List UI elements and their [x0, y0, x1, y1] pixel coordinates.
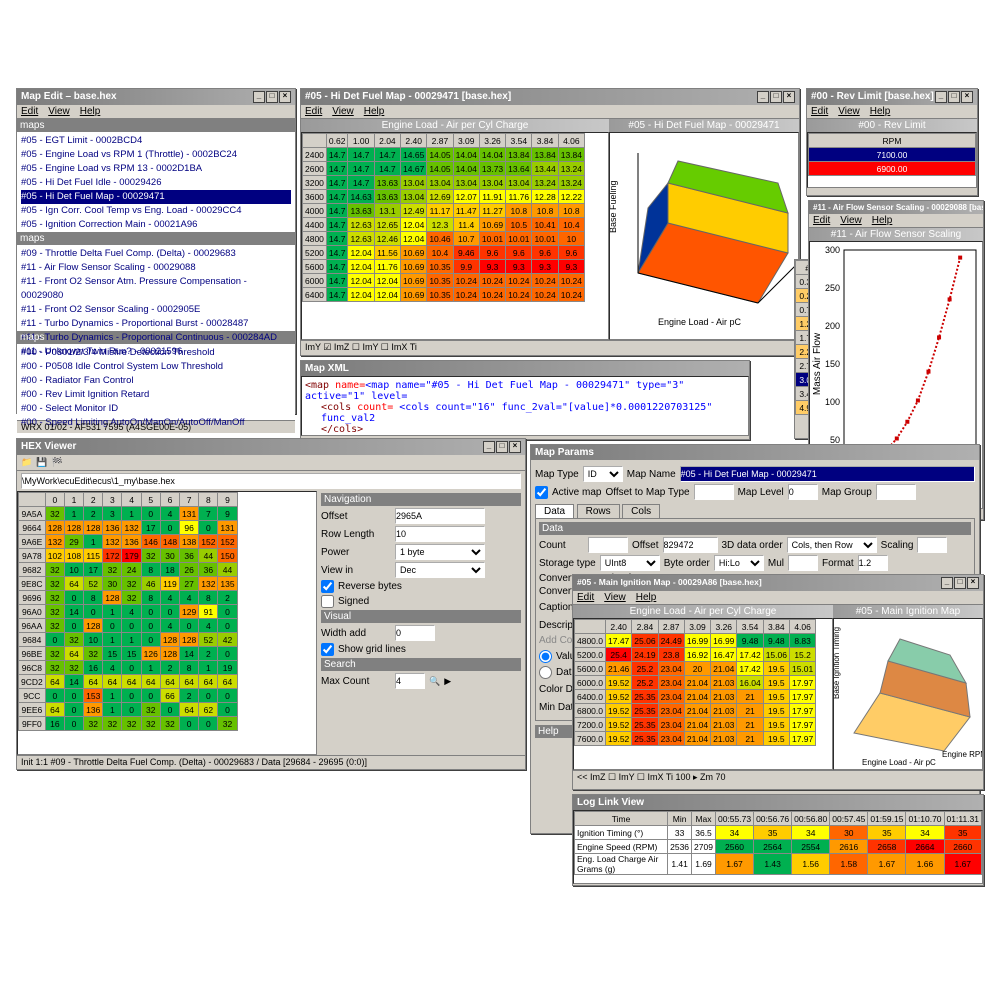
map-item[interactable]: #11 - Front O2 Sensor Atm. Pressure Comp…: [21, 275, 291, 303]
group-maps-2: maps: [17, 232, 295, 245]
svg-text:Engine Load - Air pC: Engine Load - Air pC: [658, 317, 742, 327]
map-list-top[interactable]: #05 - EGT Limit - 0002BCD4#05 - Engine L…: [17, 132, 295, 232]
svg-text:200: 200: [825, 321, 840, 331]
group-maps: maps: [17, 119, 295, 132]
activemap-check[interactable]: [535, 486, 548, 499]
widthadd-input[interactable]: [395, 625, 435, 641]
open-icon[interactable]: 📁: [21, 457, 32, 468]
signed-check[interactable]: [321, 595, 334, 608]
xml-view[interactable]: <map name=<map name="#05 - Hi Det Fuel M…: [301, 376, 749, 436]
map-editor-window[interactable]: Map Edit – base.hex _□× EditViewHelp maps…: [16, 88, 296, 414]
map-item[interactable]: #05 - Ignition Correction Main - 00021A9…: [21, 218, 291, 232]
svg-text:250: 250: [825, 283, 840, 293]
map-item[interactable]: #11 - Turbo Dynamics - Proportional Burs…: [21, 317, 291, 331]
max-icon[interactable]: □: [770, 91, 782, 103]
max-icon[interactable]: □: [266, 91, 278, 103]
map-list-bot[interactable]: #00 - P0301/2/3/4 Misfire Detection Thre…: [17, 344, 295, 420]
mapname-input[interactable]: [680, 466, 975, 482]
map-editor-title[interactable]: Map Edit – base.hex _□×: [17, 89, 295, 105]
statusbar: WRX 01/02 - AF531 7595 (A4SGE00E-05): [17, 420, 295, 433]
svg-text:Engine RPM: Engine RPM: [942, 750, 983, 759]
revlimit-window[interactable]: #00 - Rev Limit [base.hex]_□× EditViewHe…: [806, 88, 978, 196]
dataincrement-radio[interactable]: [539, 666, 552, 679]
map-item[interactable]: #11 - Air Flow Sensor Scaling - 00029088: [21, 261, 291, 275]
map-item[interactable]: #05 - EGT Limit - 0002BCD4: [21, 134, 291, 148]
map-list-mid[interactable]: #09 - Throttle Delta Fuel Comp. (Delta) …: [17, 245, 295, 331]
subhead-r: #05 - Hi Det Fuel Map - 00029471: [609, 119, 799, 132]
hex-heatmap[interactable]: 01234567899A5A32123104131799664128128128…: [18, 492, 238, 731]
title-text: Map Edit – base.hex: [21, 91, 117, 103]
svg-text:Base Ignition Timing: Base Ignition Timing: [834, 627, 841, 699]
close-icon[interactable]: ×: [783, 91, 795, 103]
viewin-select[interactable]: Dec: [395, 562, 485, 578]
map-item[interactable]: #11 - Front O2 Sensor Scaling - 0002905E: [21, 303, 291, 317]
tab-data[interactable]: Data: [535, 504, 574, 518]
subhead: Engine Load - Air per Cyl Charge: [301, 119, 609, 132]
min-icon[interactable]: _: [253, 91, 265, 103]
ignmap-window[interactable]: #05 - Main Ignition Map - 00029A86 [base…: [572, 574, 984, 790]
flag-icon: 🏁: [51, 457, 62, 468]
grid-check[interactable]: [321, 643, 334, 656]
map-item[interactable]: #00 - P0508 Idle Control System Low Thre…: [21, 360, 291, 374]
map-item[interactable]: #05 - Engine Load vs RPM 1 (Throttle) - …: [21, 148, 291, 162]
map-item[interactable]: #00 - Rev Limit Ignition Retard: [21, 388, 291, 402]
title-text: #05 - Hi Det Fuel Map - 00029471 [base.h…: [305, 91, 511, 103]
map-item[interactable]: #00 - Select Monitor ID: [21, 402, 291, 416]
map-item[interactable]: #05 - Engine Load vs RPM 13 - 0002D1BA: [21, 162, 291, 176]
maplevel-input[interactable]: [788, 484, 818, 500]
map-item[interactable]: #05 - Hi Det Fuel Map - 00029471: [21, 190, 291, 204]
svg-text:300: 300: [825, 245, 840, 255]
tab-rows[interactable]: Rows: [577, 504, 620, 518]
fuel-3d-surface: Base Fueling Engine Load - Air pC: [609, 132, 799, 340]
fuel-heatmap[interactable]: 0.621.002.042.402.873.093.263.543.844.06…: [302, 133, 585, 302]
svg-text:150: 150: [825, 359, 840, 369]
map-item[interactable]: #05 - Ign Corr. Cool Temp vs Eng. Load -…: [21, 204, 291, 218]
ign-heatmap[interactable]: 2.402.842.873.093.263.543.844.064800.017…: [574, 619, 816, 746]
loglink-table[interactable]: TimeMinMax00:55.7300:56.7600:56.8000:57.…: [574, 811, 982, 875]
map-item[interactable]: #11 - Turbo Dynamics - Proportional Cont…: [21, 331, 291, 345]
rowlen-input[interactable]: [395, 526, 485, 542]
svg-text:100: 100: [825, 397, 840, 407]
ign-3d-surface: Base Ignition Timing Engine Load - Air p…: [833, 618, 983, 770]
offset-maptype-input[interactable]: [694, 484, 734, 500]
data-offset-input[interactable]: [663, 537, 718, 553]
valueinc-radio[interactable]: [539, 650, 552, 663]
mapxml-window[interactable]: Map XML <map name=<map name="#05 - Hi De…: [300, 360, 750, 440]
svg-text:Base Fueling: Base Fueling: [610, 180, 618, 233]
map-item[interactable]: #09 - Throttle Delta Fuel Comp. (Delta) …: [21, 247, 291, 261]
loglink-window[interactable]: Log Link View TimeMinMax00:55.7300:56.76…: [572, 794, 984, 886]
tab-cols[interactable]: Cols: [622, 504, 660, 518]
svg-text:Mass Air Flow: Mass Air Flow: [812, 332, 823, 395]
fuelmap-window[interactable]: #05 - Hi Det Fuel Map - 00029471 [base.h…: [300, 88, 800, 356]
search-icon[interactable]: 🔍: [429, 676, 440, 687]
svg-text:Engine Load - Air pC: Engine Load - Air pC: [862, 758, 936, 767]
offset-input[interactable]: [395, 508, 485, 524]
reverse-bytes-check[interactable]: [321, 580, 334, 593]
save-icon[interactable]: 💾: [36, 457, 47, 468]
maptype-select[interactable]: ID: [583, 466, 623, 482]
close-icon[interactable]: ×: [279, 91, 291, 103]
map-item[interactable]: #05 - Hi Det Fuel Idle - 00029426: [21, 176, 291, 190]
power-select[interactable]: 1 byte: [395, 544, 485, 560]
next-icon[interactable]: ▶: [444, 676, 451, 687]
map-item[interactable]: #00 - P0301/2/3/4 Misfire Detection Thre…: [21, 346, 291, 360]
mapgroup-input[interactable]: [876, 484, 916, 500]
menubar[interactable]: EditViewHelp: [17, 105, 295, 119]
view-options[interactable]: ImY ☑ ImZ ☐ ImY ☐ ImX Ti: [301, 340, 799, 354]
min-icon[interactable]: _: [757, 91, 769, 103]
maxcount-input[interactable]: [395, 673, 425, 689]
path-input[interactable]: [21, 473, 521, 489]
map-item[interactable]: #00 - Radiator Fan Control: [21, 374, 291, 388]
hex-window[interactable]: HEX Viewer_□× 📁💾 🏁 01234567899A5A3212310…: [16, 438, 526, 770]
